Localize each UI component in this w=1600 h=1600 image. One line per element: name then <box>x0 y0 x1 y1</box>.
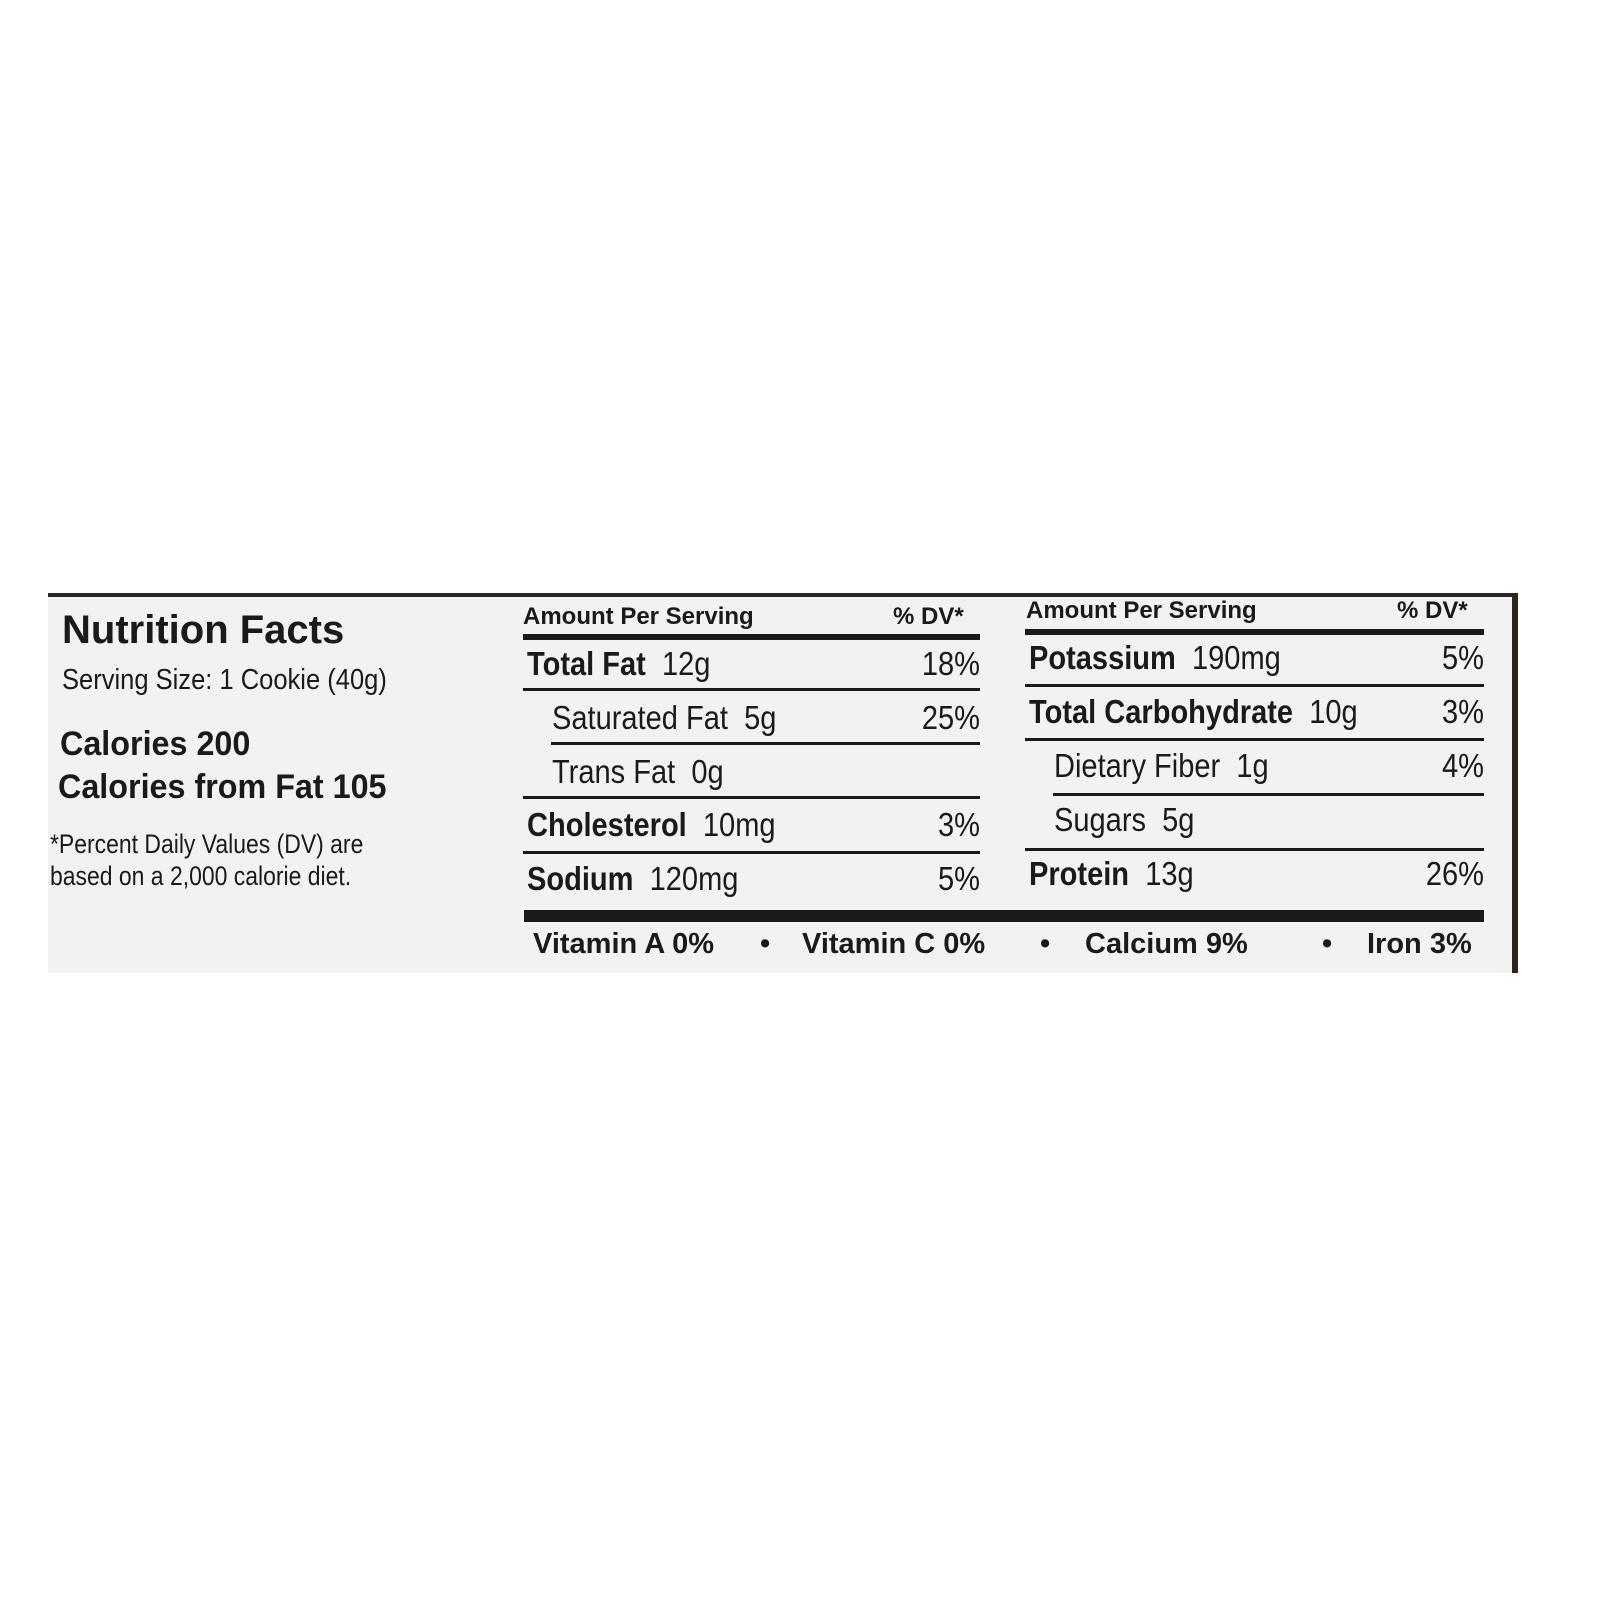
nutrient-amount: 5g <box>744 699 777 736</box>
nutrient-name: Protein <box>1029 855 1130 892</box>
divider <box>1025 738 1484 741</box>
nutrient-dv: 3% <box>1442 693 1484 730</box>
nutrient-row: Trans Fat 0g <box>552 753 724 791</box>
nutrition-label-panel <box>48 593 1518 973</box>
calories: Calories 200 <box>60 725 251 763</box>
right-header-amount: Amount Per Serving <box>1026 597 1257 624</box>
label-title: Nutrition Facts <box>62 608 345 652</box>
divider-heavy <box>524 910 1484 922</box>
iron: Iron 3% <box>1367 928 1472 960</box>
divider <box>523 851 980 854</box>
bullet: • <box>1322 928 1333 960</box>
nutrient-amount: 12g <box>661 645 711 682</box>
nutrient-name: Total Carbohydrate <box>1029 693 1294 730</box>
divider <box>523 796 980 799</box>
nutrient-amount: 13g <box>1145 855 1194 892</box>
nutrient-name: Sugars <box>1054 801 1147 838</box>
nutrient-amount: 120mg <box>649 860 739 897</box>
nutrient-name: Sodium <box>527 860 634 897</box>
nutrient-dv: 18% <box>921 645 980 682</box>
dv-footnote: *Percent Daily Values (DV) are based on … <box>50 828 363 892</box>
nutrient-row: Total Carbohydrate 10g <box>1029 693 1358 731</box>
nutrient-amount: 0g <box>691 753 724 790</box>
nutrient-row: Protein 13g <box>1029 855 1194 893</box>
nutrient-row: Sugars 5g <box>1054 801 1194 839</box>
calcium: Calcium 9% <box>1085 928 1248 960</box>
divider <box>1025 684 1484 687</box>
bullet: • <box>1040 928 1051 960</box>
nutrient-dv: 4% <box>1442 747 1484 784</box>
nutrient-amount: 190mg <box>1192 639 1281 676</box>
vitamin-a: Vitamin A 0% <box>533 928 715 960</box>
divider <box>523 688 980 691</box>
divider-thick <box>523 634 980 640</box>
footnote-line: *Percent Daily Values (DV) are <box>50 829 364 859</box>
left-header-amount: Amount Per Serving <box>523 603 754 630</box>
nutrient-name: Dietary Fiber <box>1054 747 1221 784</box>
nutrient-row: Total Fat 12g <box>527 645 710 683</box>
right-header-dv: % DV* <box>1397 597 1468 624</box>
nutrient-name: Saturated Fat <box>552 699 728 736</box>
divider <box>551 742 980 745</box>
nutrient-name: Cholesterol <box>527 806 687 843</box>
nutrient-dv: 26% <box>1425 855 1484 892</box>
calories-from-fat: Calories from Fat 105 <box>58 768 387 806</box>
nutrient-name: Total Fat <box>527 645 646 682</box>
nutrient-amount: 10mg <box>702 806 776 843</box>
nutrient-dv: 5% <box>938 860 980 897</box>
nutrient-dv: 5% <box>1442 639 1484 676</box>
bullet: • <box>760 928 771 960</box>
nutrient-name: Potassium <box>1029 639 1176 676</box>
divider-thick <box>1025 629 1484 635</box>
nutrient-amount: 10g <box>1309 693 1358 730</box>
nutrient-name: Trans Fat <box>552 753 676 790</box>
divider <box>1025 848 1484 851</box>
nutrient-dv: 3% <box>938 806 980 843</box>
nutrient-amount: 1g <box>1236 747 1269 784</box>
divider <box>1053 793 1484 796</box>
nutrient-row: Sodium 120mg <box>527 860 738 898</box>
nutrient-amount: 5g <box>1162 801 1195 838</box>
nutrient-row: Saturated Fat 5g <box>552 699 776 737</box>
nutrient-row: Cholesterol 10mg <box>527 806 776 844</box>
footnote-line: based on a 2,000 calorie diet. <box>50 861 352 891</box>
nutrient-row: Potassium 190mg <box>1029 639 1281 677</box>
nutrient-dv: 25% <box>921 699 980 736</box>
serving-size: Serving Size: 1 Cookie (40g) <box>62 664 387 696</box>
vitamin-c: Vitamin C 0% <box>802 928 986 960</box>
nutrient-row: Dietary Fiber 1g <box>1054 747 1269 785</box>
left-header-dv: % DV* <box>893 603 964 630</box>
